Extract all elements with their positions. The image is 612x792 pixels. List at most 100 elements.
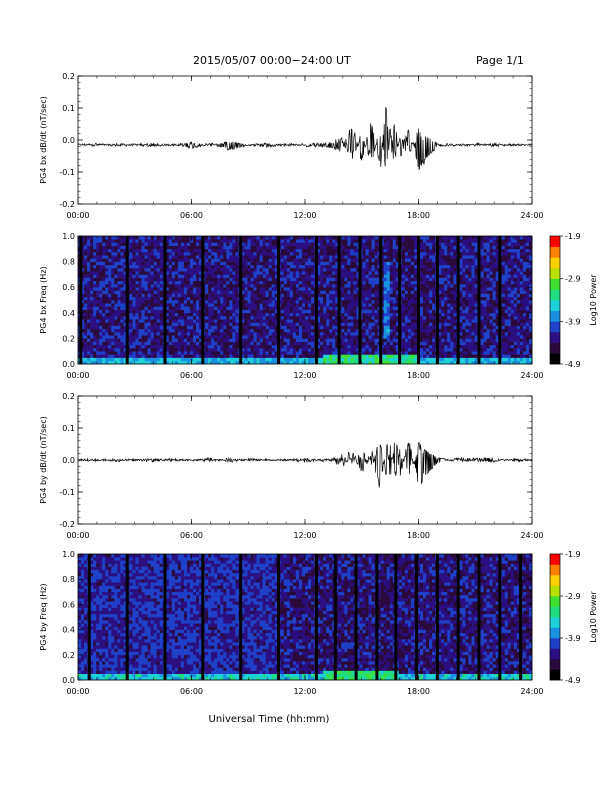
y-tick-label: 0.2: [62, 334, 75, 343]
x-tick-label: 12:00: [293, 371, 316, 380]
series-trace: [77, 441, 533, 488]
colorbar-tick-label: -2.9: [565, 275, 581, 284]
colorbar-tick-label: -4.9: [565, 360, 581, 369]
x-tick-label: 18:00: [407, 531, 430, 540]
y-tick-label: 0.1: [62, 424, 75, 433]
y-tick-label: -0.1: [59, 488, 75, 497]
colorbar-frame: [549, 235, 561, 365]
data-gap: [277, 554, 280, 680]
heatmap-cells: [78, 554, 533, 681]
data-gap: [201, 236, 205, 364]
x-tick-label: 12:00: [293, 211, 316, 220]
data-gap: [415, 554, 419, 680]
y-axis-label: PG4 by dB/dt (nT/sec): [39, 416, 48, 503]
data-gap: [456, 554, 460, 680]
data-gap: [201, 554, 205, 680]
panel-1: 00:00 06:00 12:00 18:00 24:00 -0.2 -0.1 0.0 0.1 0…: [39, 72, 544, 220]
data-gap: [87, 554, 91, 680]
series-trace: [77, 107, 533, 171]
colorbar-tick-label: -3.9: [565, 317, 581, 326]
y-axis-label: PG4 bx Freq (Hz): [39, 266, 48, 333]
x-tick-label: 06:00: [180, 211, 203, 220]
y-tick-label: 0.4: [62, 309, 75, 318]
panel-3: 00:00 06:00 12:00 18:00 24:00 -0.2 -0.1 0.0 0.1 0…: [39, 392, 544, 540]
y-tick-label: 0.6: [62, 600, 75, 609]
y-tick-label: 0.8: [62, 258, 75, 267]
y-tick-label: 0.8: [62, 575, 75, 584]
y-axis-label: PG4 by Freq (Hz): [39, 583, 48, 650]
x-tick-label: 00:00: [66, 687, 89, 696]
x-tick-label: 12:00: [293, 687, 316, 696]
data-gap: [375, 554, 379, 680]
x-tick-label: 00:00: [66, 531, 89, 540]
x-axis-label: Universal Time (hh:mm): [209, 714, 330, 725]
y-tick-label: 0.2: [62, 651, 75, 660]
data-gap: [435, 236, 439, 364]
heatmap-cells: [78, 236, 533, 365]
data-gap: [379, 236, 383, 364]
data-gap: [277, 236, 280, 364]
data-gap: [125, 236, 129, 364]
data-gap: [394, 554, 398, 680]
data-gap: [314, 554, 318, 680]
colorbar-tick-label: -2.9: [565, 592, 581, 601]
data-gap: [354, 554, 358, 680]
page-number: Page 1/1: [476, 54, 524, 67]
colorbar: -1.9 -2.9 -3.9 -4.9 Log10 Power: [549, 550, 598, 685]
y-tick-label: 0.2: [62, 392, 75, 401]
x-tick-label: 18:00: [407, 371, 430, 380]
y-tick-label: 0.6: [62, 283, 75, 292]
data-gap: [435, 554, 439, 680]
colorbar-frame: [549, 553, 561, 681]
plot-frame: [77, 75, 533, 205]
data-gap: [125, 554, 129, 680]
colorbar-tick-label: -1.9: [565, 550, 581, 559]
x-tick-label: 00:00: [66, 371, 89, 380]
panel-2: -1.9 -2.9 -3.9 -4.9 Log10 Power 00:00 06:00 12:…: [39, 232, 598, 380]
x-tick-label: 12:00: [293, 531, 316, 540]
colorbar-tick-label: -3.9: [565, 634, 581, 643]
y-tick-label: 0.1: [62, 104, 75, 113]
data-gap: [477, 554, 481, 680]
y-tick-label: 0.0: [62, 456, 75, 465]
x-tick-label: 24:00: [520, 687, 543, 696]
y-tick-label: 0.0: [62, 360, 75, 369]
data-gap: [498, 236, 502, 364]
y-tick-label: 1.0: [62, 550, 75, 559]
y-tick-label: 0.2: [62, 72, 75, 81]
x-tick-label: 24:00: [520, 371, 543, 380]
x-tick-label: 18:00: [407, 211, 430, 220]
y-tick-label: 0.0: [62, 136, 75, 145]
data-gap: [337, 236, 341, 364]
data-gap: [239, 554, 243, 680]
x-tick-label: 06:00: [180, 531, 203, 540]
y-tick-label: -0.1: [59, 168, 75, 177]
data-gap: [358, 236, 362, 364]
panel-4: -1.9 -2.9 -3.9 -4.9 Log10 Power 00:00 06:00 12:…: [39, 550, 598, 725]
data-gap: [456, 236, 460, 364]
data-gap: [333, 554, 337, 680]
data-gap: [239, 236, 243, 364]
data-gap: [79, 236, 83, 364]
colorbar-label: Log10 Power: [589, 591, 598, 643]
colorbar-label: Log10 Power: [589, 274, 598, 326]
y-tick-label: 1.0: [62, 232, 75, 241]
data-gap: [477, 236, 481, 364]
data-gap: [398, 236, 402, 364]
colorbar-tick-label: -4.9: [565, 676, 581, 685]
x-tick-label: 06:00: [180, 371, 203, 380]
y-tick-label: 0.4: [62, 626, 75, 635]
data-gap: [314, 236, 318, 364]
data-gap: [163, 236, 167, 364]
x-tick-label: 00:00: [66, 211, 89, 220]
data-gap: [163, 554, 167, 680]
data-gap: [498, 554, 502, 680]
figure-title: 2015/05/07 00:00−24:00 UT: [193, 54, 351, 67]
x-tick-label: 06:00: [180, 687, 203, 696]
y-tick-label: -0.2: [59, 200, 75, 209]
y-axis-label: PG4 bx dB/dt (nT/sec): [39, 96, 48, 183]
colorbar: -1.9 -2.9 -3.9 -4.9 Log10 Power: [549, 232, 598, 369]
x-tick-label: 24:00: [520, 531, 543, 540]
y-tick-label: 0.0: [62, 676, 75, 685]
